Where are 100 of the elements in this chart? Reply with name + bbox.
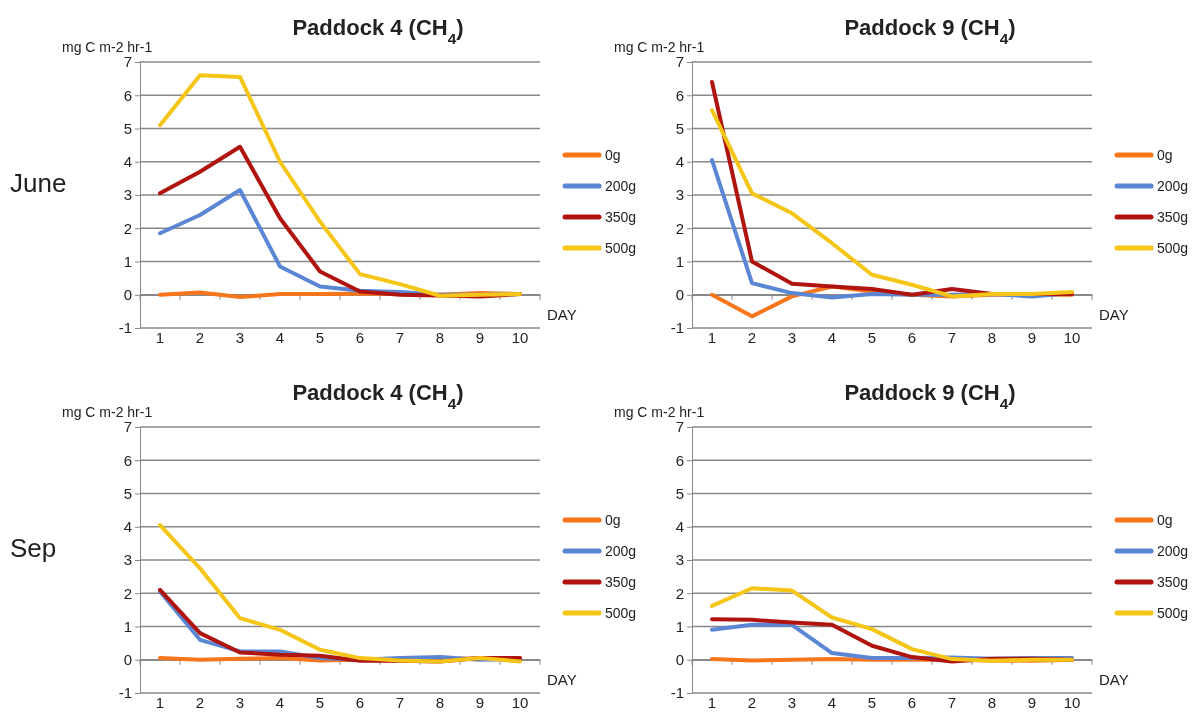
x-tick-label: 5 <box>867 693 877 711</box>
chart-title: Paddock 4 (CH$_{4}$) <box>292 380 464 412</box>
x-tick-label: 1 <box>155 328 165 346</box>
y-tick-label: 2 <box>675 219 684 237</box>
y-tick-label: -1 <box>670 319 684 337</box>
x-tick-label: 10 <box>1063 328 1081 346</box>
y-tick-label: 1 <box>123 617 132 635</box>
x-axis-title: DAY <box>547 670 577 688</box>
y-tick-label: 5 <box>675 484 684 502</box>
x-tick-label: 4 <box>275 328 285 346</box>
y-tick-label: -1 <box>118 684 132 702</box>
legend-label: 350g <box>1157 209 1189 225</box>
x-tick-label: 3 <box>787 328 797 346</box>
x-axis-title: DAY <box>547 305 577 323</box>
legend-label: 500g <box>605 605 637 621</box>
y-axis-title: mg C m-2 hr-1 <box>62 404 153 420</box>
y-tick-label: 5 <box>675 119 684 137</box>
y-tick-label: 4 <box>123 518 132 536</box>
y-axis-title: mg C m-2 hr-1 <box>614 404 705 420</box>
y-tick-label: 7 <box>675 53 684 71</box>
y-tick-label: 1 <box>123 252 132 270</box>
x-tick-label: 6 <box>907 328 917 346</box>
legend-label: 0g <box>605 147 621 163</box>
x-tick-label: 5 <box>315 328 325 346</box>
y-tick-label: 1 <box>675 617 684 635</box>
x-tick-label: 5 <box>867 328 877 346</box>
y-tick-label: 0 <box>123 651 132 669</box>
legend-label: 0g <box>1157 512 1173 528</box>
x-tick-label: 5 <box>315 693 325 711</box>
y-tick-label: 7 <box>123 53 132 71</box>
x-tick-label: 2 <box>195 693 205 711</box>
y-tick-label: 0 <box>123 286 132 304</box>
y-tick-label: 6 <box>675 451 684 469</box>
x-tick-label: 8 <box>435 328 445 346</box>
legend-label: 500g <box>1157 605 1189 621</box>
x-tick-label: 1 <box>155 693 165 711</box>
chart-title: Paddock 4 (CH$_{4}$) <box>292 15 464 47</box>
y-axis-title: mg C m-2 hr-1 <box>62 39 153 55</box>
x-tick-label: 9 <box>475 328 485 346</box>
legend-label: 200g <box>1157 178 1189 194</box>
x-tick-label: 3 <box>235 328 245 346</box>
legend-label: 350g <box>605 574 637 590</box>
x-tick-label: 1 <box>707 693 717 711</box>
y-tick-label: 6 <box>123 86 132 104</box>
legend-label: 500g <box>1157 240 1189 256</box>
chart-title: Paddock 9 (CH$_{4}$) <box>844 15 1016 47</box>
x-tick-label: 6 <box>907 693 917 711</box>
y-tick-label: 4 <box>675 518 684 536</box>
x-tick-label: 4 <box>275 693 285 711</box>
x-tick-label: 8 <box>987 328 997 346</box>
x-tick-label: 9 <box>475 693 485 711</box>
y-tick-label: 3 <box>675 551 684 569</box>
x-tick-label: 2 <box>747 693 757 711</box>
y-tick-label: 7 <box>675 418 684 436</box>
y-tick-label: 6 <box>675 86 684 104</box>
x-tick-label: 4 <box>827 693 837 711</box>
x-tick-label: 7 <box>947 328 957 346</box>
y-tick-label: 3 <box>675 186 684 204</box>
legend-label: 200g <box>605 543 637 559</box>
y-tick-label: 4 <box>123 153 132 171</box>
x-tick-label: 3 <box>235 693 245 711</box>
legend-label: 500g <box>605 240 637 256</box>
x-tick-label: 7 <box>395 693 405 711</box>
y-tick-label: -1 <box>670 684 684 702</box>
line-series <box>158 73 522 298</box>
text: June <box>10 168 67 198</box>
line-series <box>710 586 1074 663</box>
x-axis-title: DAY <box>1099 670 1129 688</box>
y-tick-label: 4 <box>675 153 684 171</box>
legend-label: 200g <box>1157 543 1189 559</box>
y-tick-label: 2 <box>123 219 132 237</box>
x-tick-label: 2 <box>195 328 205 346</box>
text: Sep <box>10 533 57 563</box>
y-tick-label: 7 <box>123 418 132 436</box>
y-tick-label: 6 <box>123 451 132 469</box>
y-tick-label: 5 <box>123 119 132 137</box>
legend-label: 350g <box>1157 574 1189 590</box>
y-tick-label: 2 <box>675 584 684 602</box>
x-tick-label: 1 <box>707 328 717 346</box>
legend-label: 0g <box>605 512 621 528</box>
y-tick-label: 3 <box>123 186 132 204</box>
y-tick-label: -1 <box>118 319 132 337</box>
x-tick-label: 8 <box>435 693 445 711</box>
x-tick-label: 10 <box>511 693 529 711</box>
chart-title: Paddock 9 (CH$_{4}$) <box>844 380 1016 412</box>
legend-label: 350g <box>605 209 637 225</box>
line-series <box>158 523 522 664</box>
y-tick-label: 1 <box>675 252 684 270</box>
x-tick-label: 10 <box>1063 693 1081 711</box>
y-tick-label: 0 <box>675 651 684 669</box>
x-tick-label: 10 <box>511 328 529 346</box>
legend-label: 200g <box>605 178 637 194</box>
y-axis-title: mg C m-2 hr-1 <box>614 39 705 55</box>
x-tick-label: 7 <box>947 693 957 711</box>
x-tick-label: 3 <box>787 693 797 711</box>
x-tick-label: 9 <box>1027 693 1037 711</box>
x-tick-label: 6 <box>355 328 365 346</box>
x-tick-label: 8 <box>987 693 997 711</box>
x-tick-label: 2 <box>747 328 757 346</box>
y-tick-label: 3 <box>123 551 132 569</box>
